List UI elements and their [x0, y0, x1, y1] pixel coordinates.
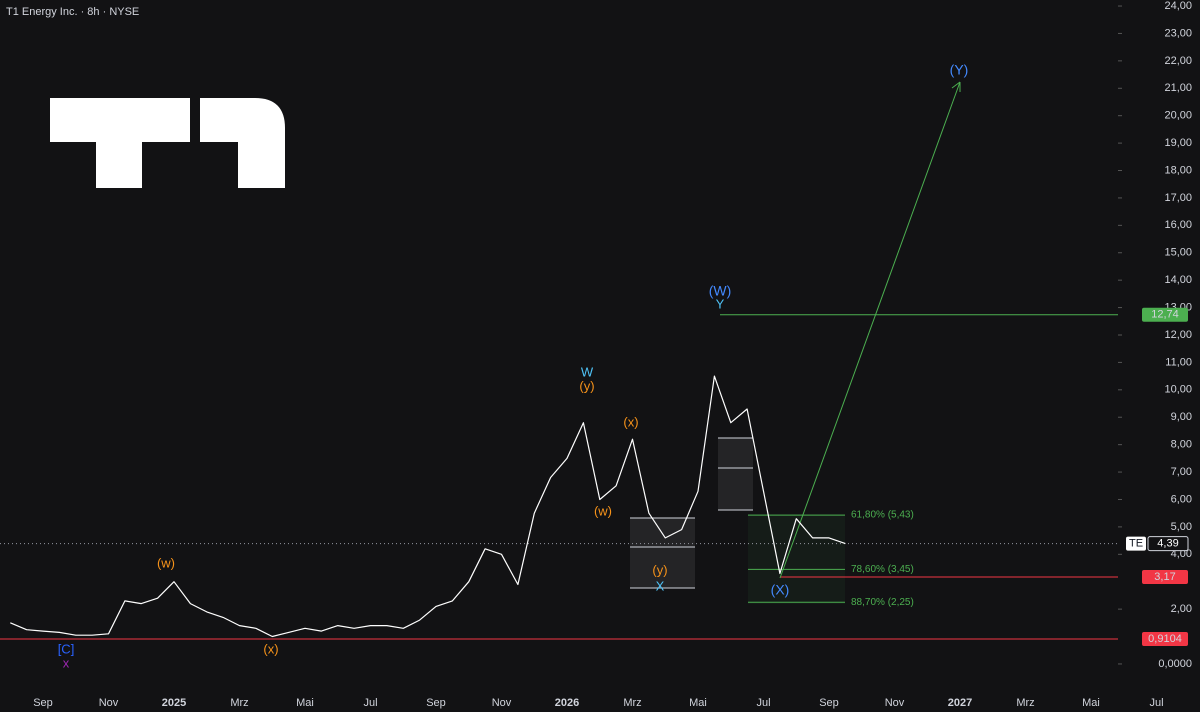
y-tick-label: 4,00 [1171, 548, 1192, 560]
zone-box [718, 438, 753, 468]
price-level-label: 3,17 [1154, 571, 1175, 583]
x-tick-label: 2026 [555, 697, 579, 709]
y-tick-label: 24,00 [1164, 0, 1192, 12]
y-tick-label: 0,0000 [1158, 658, 1192, 670]
logo-1 [200, 98, 285, 188]
wave-label: [C] [58, 641, 75, 656]
last-price-label: 4,39 [1157, 538, 1178, 550]
price-level-label: 0,9104 [1148, 633, 1182, 645]
chart-title: T1 Energy Inc. · 8h · NYSE [6, 6, 139, 18]
wave-label: W [581, 364, 594, 379]
y-tick-label: 6,00 [1171, 493, 1192, 505]
y-tick-label: 8,00 [1171, 439, 1192, 451]
y-tick-label: 5,00 [1171, 521, 1192, 533]
y-tick-label: 18,00 [1164, 164, 1192, 176]
logo [50, 98, 285, 188]
y-tick-label: 9,00 [1171, 411, 1192, 423]
price-level-badge [1142, 631, 1188, 646]
last-price-badge [1147, 536, 1189, 552]
x-tick-label: Mrz [1016, 697, 1034, 709]
x-tick-label: Mrz [623, 697, 641, 709]
wave-label: (w) [594, 503, 612, 518]
fib-label: 88,70% (2,25) [851, 597, 914, 608]
arrow-head [951, 81, 961, 92]
x-tick-label: Jul [1149, 697, 1163, 709]
symbol-badge [1126, 536, 1146, 551]
y-tick-label: 21,00 [1164, 82, 1192, 94]
zone-box [718, 468, 753, 510]
wave-label: (y) [652, 562, 667, 577]
wave-label: x [63, 655, 70, 670]
x-tick-label: Mai [1082, 697, 1100, 709]
y-tick-label: 2,00 [1171, 603, 1192, 615]
price-line [10, 375, 846, 638]
y-tick-label: 7,00 [1171, 466, 1192, 478]
y-tick-label: 22,00 [1164, 55, 1192, 67]
price-level-label: 12,74 [1151, 309, 1179, 321]
wave-label: (x) [263, 641, 278, 656]
y-tick-label: 20,00 [1164, 110, 1192, 122]
fib-label: 61,80% (5,43) [851, 510, 914, 521]
fib-label: 78,60% (3,45) [851, 564, 914, 575]
logo-t [50, 98, 190, 188]
wave-label: (X) [771, 582, 790, 598]
x-tick-label: Nov [99, 697, 119, 709]
wave-label: (W) [709, 283, 732, 299]
y-tick-label: 10,00 [1164, 384, 1192, 396]
x-tick-label: Mai [689, 697, 707, 709]
wave-label: (y) [579, 378, 594, 393]
wave-label: (Y) [950, 62, 969, 78]
y-tick-label: 15,00 [1164, 247, 1192, 259]
y-tick-label: 11,00 [1165, 356, 1192, 368]
x-tick-label: 2027 [948, 697, 972, 709]
zone-box [630, 547, 695, 588]
wave-label: (x) [623, 414, 638, 429]
price-level-badge [1142, 570, 1188, 585]
x-tick-label: Jul [756, 697, 770, 709]
x-tick-label: Jul [363, 697, 377, 709]
y-tick-label: 12,00 [1164, 329, 1192, 341]
x-tick-label: Sep [819, 697, 839, 709]
x-tick-label: Mai [296, 697, 314, 709]
x-tick-label: Mrz [230, 697, 248, 709]
y-tick-label: 19,00 [1164, 137, 1192, 149]
y-tick-label: 17,00 [1164, 192, 1192, 204]
x-tick-label: Sep [33, 697, 53, 709]
x-tick-label: Nov [885, 697, 905, 709]
symbol-label: TE [1129, 538, 1143, 550]
x-tick-label: 2025 [162, 697, 186, 709]
y-tick-label: 23,00 [1164, 27, 1192, 39]
fib-zone [748, 514, 845, 604]
wave-label: Y [716, 296, 725, 311]
price-level-badge [1142, 307, 1188, 322]
y-tick-label: 16,00 [1164, 219, 1192, 231]
wave-label: (w) [157, 555, 175, 570]
x-tick-label: Sep [426, 697, 446, 709]
wave-label: X [656, 578, 665, 593]
projection-arrow [779, 81, 961, 579]
x-tick-label: Nov [492, 697, 512, 709]
y-tick-label: 14,00 [1164, 274, 1192, 286]
